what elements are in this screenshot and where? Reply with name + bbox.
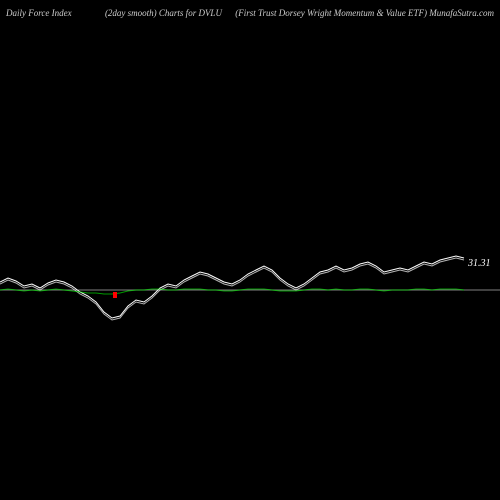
red-marker-icon	[113, 292, 117, 298]
chart-svg	[0, 0, 500, 500]
last-price-label: 31.31	[468, 258, 491, 269]
price-line-shadow	[0, 258, 464, 320]
